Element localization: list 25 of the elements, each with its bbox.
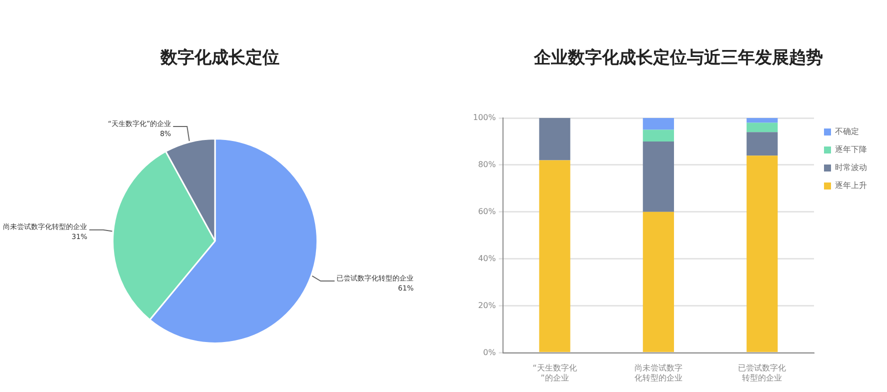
y-tick-label: 40% [478,254,496,263]
chart-title: 企业数字化成长定位与近三年发展趋势 [532,47,824,69]
bar [746,156,778,352]
x-tick-label: 尚未尝试数字化转型的企业 [634,364,682,382]
y-tick-label: 0% [483,348,496,357]
y-tick-label: 20% [478,300,496,310]
chart-title: 数字化成长定位 [159,47,280,69]
bar [539,160,570,352]
bar [746,132,778,156]
y-tick-label: 80% [478,160,496,170]
legend-label: 不确定 [835,127,859,136]
bar [642,212,674,352]
bar [642,141,674,212]
bar [746,122,778,132]
legend-label: 逐年上升 [835,181,867,190]
x-tick-label: “天生数字化”的企业 [532,364,577,382]
bar [746,118,778,123]
bar [642,130,674,142]
y-tick-label: 60% [478,207,496,216]
bar [539,118,570,160]
legend-label: 时常波动 [835,163,867,172]
y-tick-label: 100% [472,113,496,122]
x-tick-label: 已尝试数字化转型的企业 [738,364,786,382]
legend-label: 逐年下降 [835,145,867,154]
bar [642,118,674,130]
